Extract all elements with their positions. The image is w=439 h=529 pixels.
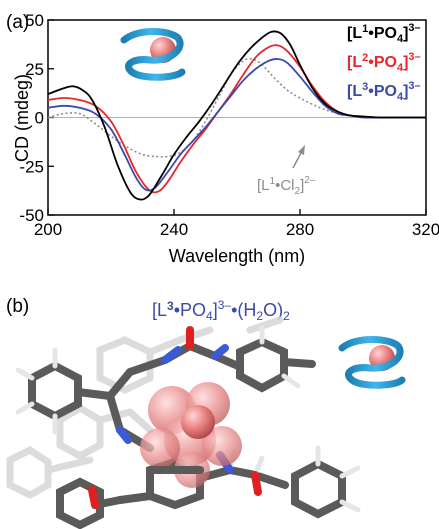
x-axis: 200 240 280 320 [34, 209, 439, 239]
molecular-structure-image [6, 316, 361, 529]
y-tick-label: 0 [35, 109, 44, 128]
series-line-L1Cl2 [47, 57, 426, 158]
legend-entry-L1PO4: [L1•PO4]3– [347, 22, 421, 45]
helix-icon [338, 336, 406, 389]
panel-b-label: (b) [6, 296, 29, 317]
y-axis: 50 25 0 -25 -50 [19, 11, 54, 225]
x-axis-title: Wavelength (nm) [169, 246, 305, 266]
y-tick-label: 25 [25, 60, 44, 79]
legend-entry-L2PO4: [L2•PO4]3– [347, 51, 421, 74]
y-axis-title: CD (mdeg) [12, 74, 32, 162]
legend-entry-L1Cl2: [L1•Cl2]2– [257, 175, 316, 197]
panel-b-title: [L3•PO4]3–•(H2O)2 [152, 298, 290, 323]
helix-icon [120, 28, 186, 81]
x-tick-label: 200 [34, 220, 62, 239]
series-line-L3PO4 [47, 58, 426, 192]
x-tick-label: 320 [412, 220, 439, 239]
arrow-icon [292, 145, 305, 169]
legend-entry-L3PO4: [L3•PO4]3– [347, 80, 421, 103]
y-tick-label: -50 [19, 206, 44, 225]
anion-space-fill [140, 382, 242, 488]
legend: [L1•PO4]3– [L2•PO4]3– [L3•PO4]3– [L1•Cl2… [257, 22, 421, 197]
y-tick-label: -25 [19, 157, 44, 176]
panel-a-label: (a) [6, 12, 29, 33]
series-layer [47, 30, 426, 201]
x-tick-label: 240 [160, 220, 188, 239]
y-tick-label: 50 [25, 11, 44, 30]
x-tick-label: 280 [286, 220, 314, 239]
series-line-L1PO4 [47, 30, 426, 201]
